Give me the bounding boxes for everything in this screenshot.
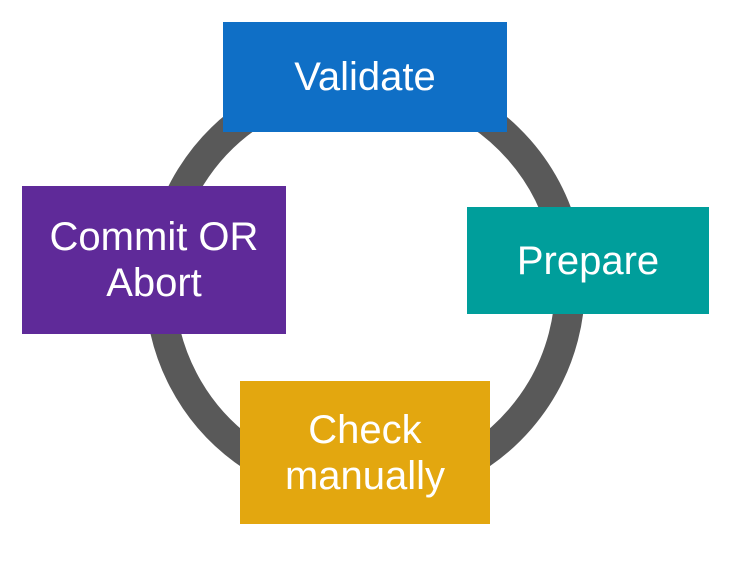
node-prepare: Prepare [467,207,709,314]
node-validate-line1: Validate [294,54,436,100]
node-commit-line2: Abort [50,260,259,306]
node-check: Check manually [240,381,490,524]
node-validate: Validate [223,22,507,132]
node-commit-line1: Commit OR [50,214,259,260]
node-check-line2: manually [285,453,445,499]
node-commit: Commit OR Abort [22,186,286,334]
node-prepare-line1: Prepare [517,238,659,284]
cycle-diagram: Validate Prepare Check manually Commit O… [0,0,731,571]
node-check-line1: Check [285,407,445,453]
